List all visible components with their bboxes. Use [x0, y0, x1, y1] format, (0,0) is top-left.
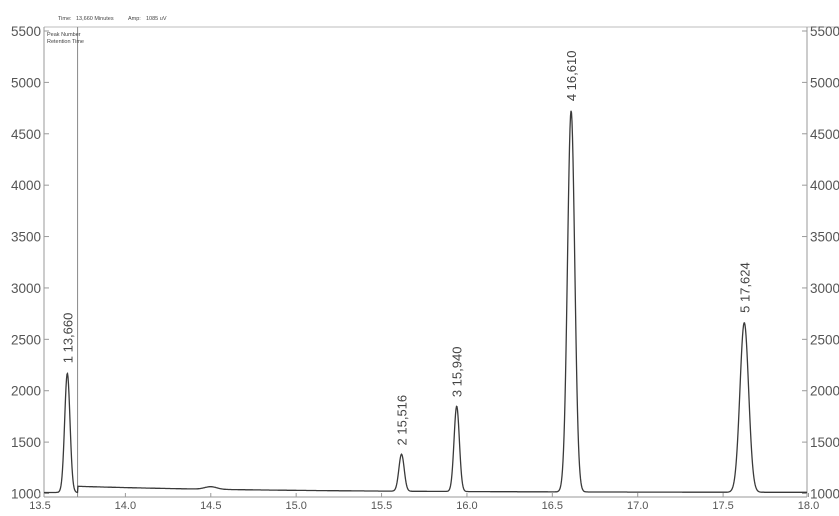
y-tick-right-label: 3500 [810, 230, 839, 245]
peak-label: 3 15,940 [450, 347, 465, 398]
y-tick-left-label: 1000 [11, 487, 41, 502]
y-tick-right-label: 2000 [810, 384, 839, 399]
peak-label: 4 16,610 [564, 51, 579, 102]
y-tick-left-label: 2500 [11, 332, 41, 347]
legend-peak-number: Peak Number [47, 32, 81, 38]
y-tick-left-label: 4500 [11, 127, 41, 142]
y-tick-left-label: 2000 [11, 384, 41, 399]
y-tick-left-label: 1500 [11, 435, 41, 450]
peak-label: 5 17,624 [737, 262, 752, 313]
amp-value: 1085 uV [146, 16, 167, 22]
x-tick-label: 13.5 [29, 500, 50, 511]
ticks-layer: 1000 1500 2000 2500 3000 3500 4000 4500 5000 5500… [11, 24, 839, 512]
x-tick-label: 15.5 [371, 500, 392, 511]
x-tick-label: 15.0 [285, 500, 306, 511]
x-tick-label: 16.0 [456, 500, 477, 511]
y-tick-left-label: 3500 [11, 230, 41, 245]
y-tick-right-label: 1500 [810, 435, 839, 450]
y-tick-left-label: 5500 [11, 24, 41, 39]
legend-retention-time: Retention Time [47, 39, 84, 45]
y-tick-right-label: 4500 [810, 127, 839, 142]
y-tick-right-label: 1000 [810, 487, 839, 502]
y-tick-right-label: 3000 [810, 281, 839, 296]
y-tick-left-label: 4000 [11, 178, 41, 193]
y-tick-right-label: 5000 [810, 75, 839, 90]
y-tick-right-label: 5500 [810, 24, 839, 39]
x-tick-label: 16.5 [542, 500, 563, 511]
peak-labels-layer: 1 13,660 2 15,516 3 15,940 4 16,610 5 17,624 [60, 51, 752, 446]
y-tick-right-label: 4000 [810, 178, 839, 193]
x-tick-label: 14.0 [115, 500, 136, 511]
peak-label: 1 13,660 [60, 313, 75, 364]
chromatogram-trace [44, 110, 807, 494]
amp-label: Amp: [128, 16, 141, 22]
y-tick-left-label: 5000 [11, 75, 41, 90]
time-value: 13,660 Minutes [76, 16, 114, 22]
x-tick-label: 17.5 [712, 500, 733, 511]
x-tick-label: 14.5 [200, 500, 221, 511]
time-label: Time: [58, 16, 72, 22]
x-tick-label: 17.0 [627, 500, 648, 511]
y-tick-right-label: 2500 [810, 332, 839, 347]
y-tick-left-label: 3000 [11, 281, 41, 296]
peak-label: 2 15,516 [395, 395, 410, 446]
x-tick-label: 18.0 [798, 500, 819, 511]
